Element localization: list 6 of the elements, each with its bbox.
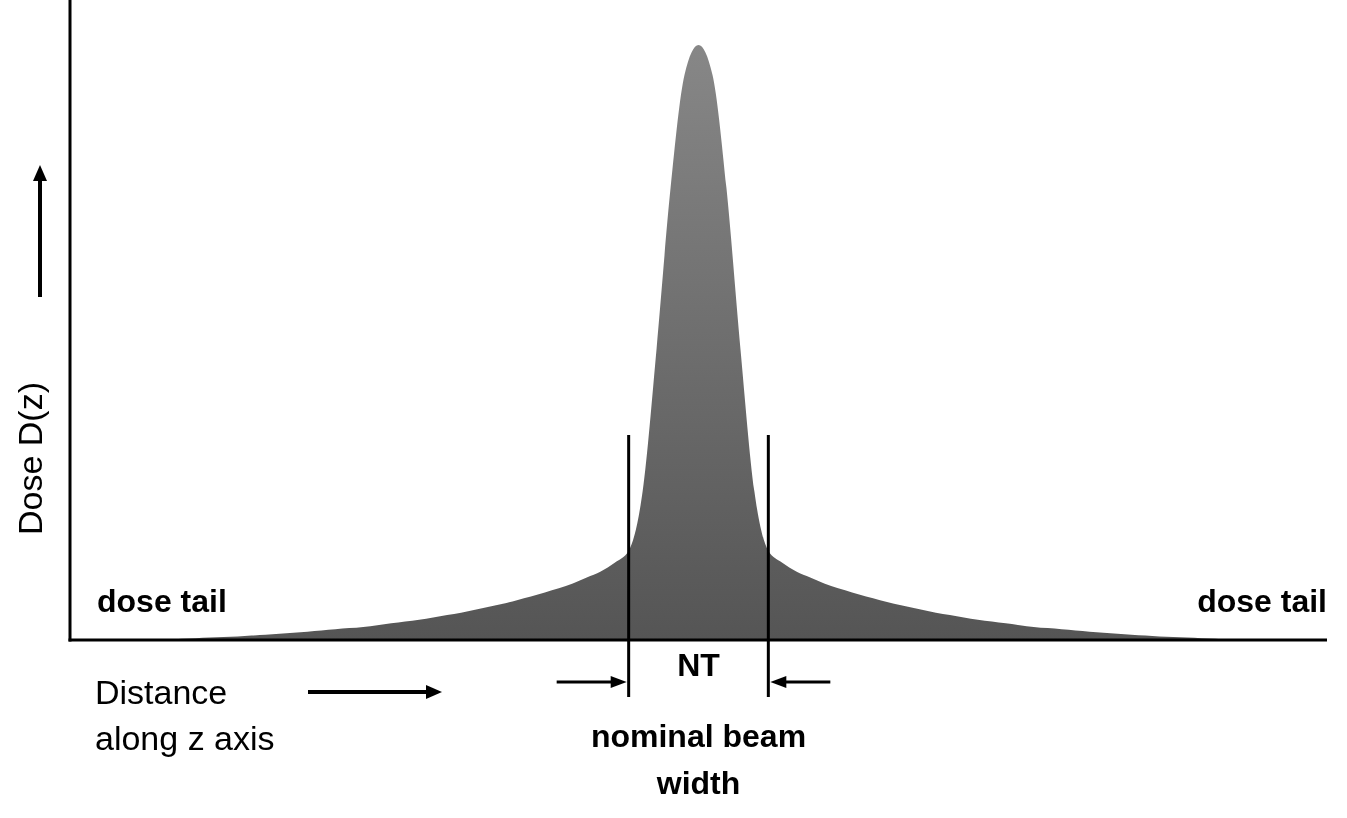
x-axis-title: Distance along z axis <box>95 673 275 757</box>
annotation: dose tail <box>1197 583 1327 619</box>
annotation: dose tail <box>97 583 227 619</box>
text: nominal beam width <box>590 718 807 801</box>
y-axis-title: Dose D(z) <box>11 381 49 535</box>
text: NT <box>677 647 721 683</box>
